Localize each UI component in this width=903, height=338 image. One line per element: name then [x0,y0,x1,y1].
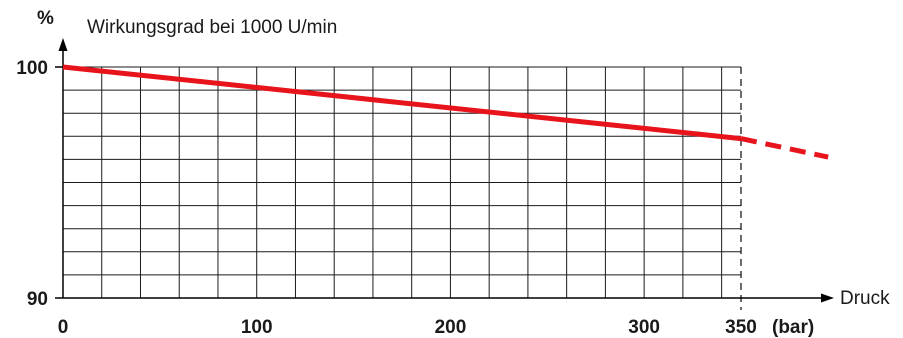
efficiency-line-extrapolated [740,136,829,160]
x-axis-label: Druck [840,288,890,309]
tick-labels: 0 100 200 300 350 90 100 [16,58,757,338]
labels: % Wirkungsgrad bei 1000 U/min Druck (bar… [37,8,890,338]
x-tick-label: 300 [628,317,660,338]
grid [55,66,742,310]
efficiency-line [62,64,742,142]
y-axis-label: % [37,8,54,29]
x-tick-label: 350 [725,317,757,338]
x-axis-unit: (bar) [772,317,814,338]
series [62,64,829,160]
chart-title: Wirkungsgrad bei 1000 U/min [87,17,337,38]
x-axis-arrow [821,293,834,303]
y-tick-label: 90 [27,289,48,310]
x-tick-label: 0 [58,317,69,338]
x-tick-label: 100 [241,317,273,338]
axes [58,38,834,303]
y-axis-arrow [58,38,68,51]
x-tick-label: 200 [435,317,467,338]
y-tick-label: 100 [16,58,48,79]
